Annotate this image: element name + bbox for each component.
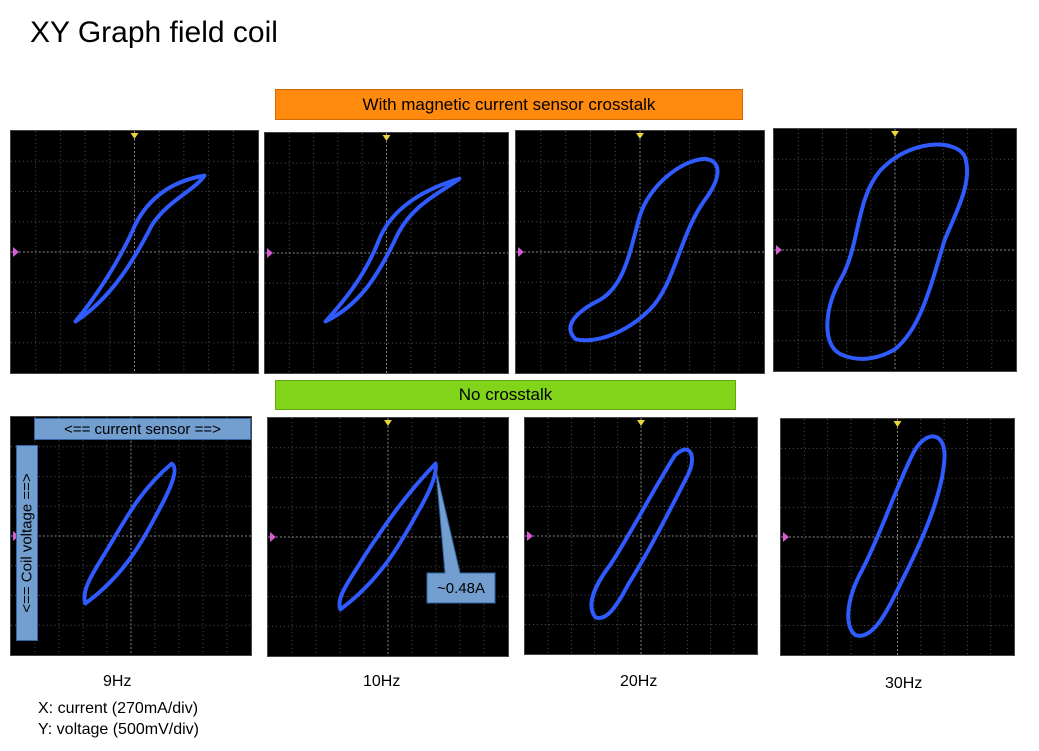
page-title: XY Graph field coil xyxy=(30,16,278,49)
xy-plot xyxy=(516,131,764,373)
trigger-marker-icon xyxy=(382,134,391,141)
channel-marker-icon xyxy=(269,532,276,542)
no-crosstalk-banner: No crosstalk xyxy=(275,380,736,410)
freq-label-9hz: 9Hz xyxy=(103,673,132,690)
scope-crosstalk-10hz xyxy=(264,132,509,374)
scope-no-crosstalk-20hz xyxy=(524,417,758,655)
trigger-marker-icon xyxy=(637,420,645,426)
xy-plot xyxy=(774,129,1016,371)
scope-no-crosstalk-9hz xyxy=(10,416,252,656)
trigger-marker-icon xyxy=(636,132,644,139)
coil-voltage-text: <== Coil voltage ==> xyxy=(18,473,36,613)
trigger-marker-icon xyxy=(891,130,899,137)
channel-marker-icon xyxy=(526,531,533,541)
xy-plot xyxy=(11,131,258,373)
channel-marker-icon xyxy=(782,532,789,542)
xy-plot xyxy=(265,133,508,373)
trigger-marker-icon xyxy=(384,419,392,426)
freq-label-20hz: 20Hz xyxy=(620,673,658,690)
scope-no-crosstalk-30hz xyxy=(780,418,1015,656)
current-sensor-label: <== current sensor ==> xyxy=(34,418,251,440)
freq-label-10hz: 10Hz xyxy=(363,673,401,690)
channel-marker-icon xyxy=(775,245,782,255)
xy-plot xyxy=(268,418,508,656)
scope-crosstalk-9hz xyxy=(10,130,259,374)
y-axis-note: Y: voltage (500mV/div) xyxy=(38,721,199,738)
xy-plot xyxy=(781,419,1014,655)
trigger-marker-icon xyxy=(130,132,139,139)
xy-plot xyxy=(525,418,757,654)
channel-marker-icon xyxy=(12,531,19,541)
scope-no-crosstalk-10hz xyxy=(267,417,509,657)
coil-voltage-label: <== Coil voltage ==> xyxy=(16,445,38,641)
channel-marker-icon xyxy=(13,247,19,257)
x-axis-note: X: current (270mA/div) xyxy=(38,700,199,717)
scope-crosstalk-20hz xyxy=(515,130,765,374)
freq-label-30hz: 30Hz xyxy=(885,675,923,692)
channel-marker-icon xyxy=(266,248,273,258)
callout-label: ~0.48A xyxy=(437,579,485,597)
scope-crosstalk-30hz xyxy=(773,128,1017,372)
trigger-marker-icon xyxy=(893,420,902,427)
channel-marker-icon xyxy=(518,247,524,257)
xy-plot xyxy=(11,417,251,655)
crosstalk-banner: With magnetic current sensor crosstalk xyxy=(275,89,743,120)
